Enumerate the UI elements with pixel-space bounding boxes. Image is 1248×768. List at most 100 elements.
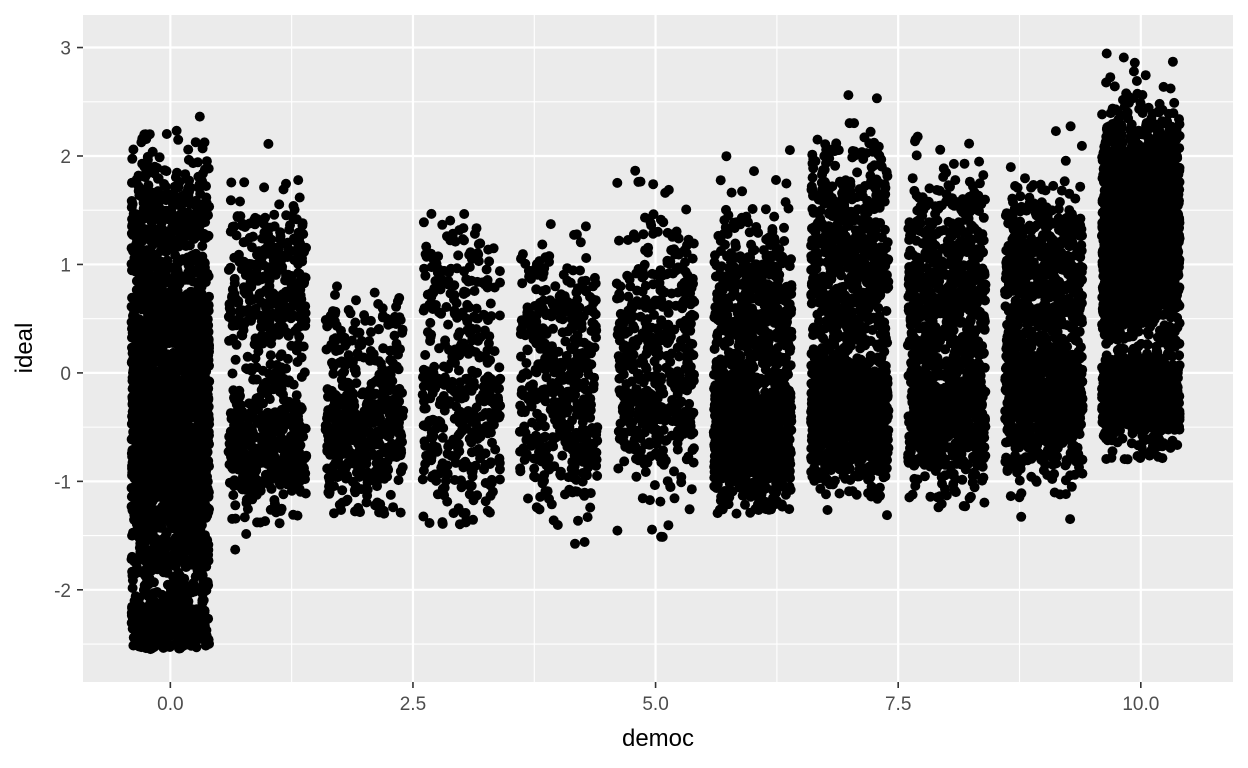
data-point (324, 487, 335, 497)
data-point (374, 369, 385, 380)
data-point (437, 219, 448, 230)
data-point (427, 304, 438, 314)
data-point (228, 333, 238, 344)
data-point (134, 210, 145, 221)
data-point (148, 602, 159, 613)
data-point (426, 383, 437, 393)
data-point (197, 241, 208, 251)
data-point (130, 420, 141, 431)
data-point (336, 356, 347, 367)
data-point (169, 311, 180, 322)
data-point (387, 405, 398, 416)
data-point (581, 470, 592, 481)
data-point (161, 604, 172, 615)
data-point (203, 271, 214, 282)
data-point (381, 313, 392, 324)
data-point (473, 239, 484, 250)
data-point (391, 319, 402, 329)
data-point (153, 197, 164, 208)
data-point (133, 486, 144, 497)
data-point (175, 224, 186, 235)
data-point (144, 616, 155, 627)
data-point (173, 200, 184, 211)
data-point (146, 556, 157, 567)
data-point (468, 377, 479, 388)
data-point (202, 333, 213, 344)
data-point (186, 342, 197, 353)
data-point (382, 471, 393, 482)
data-point (227, 447, 238, 458)
data-point (149, 323, 160, 334)
data-point (198, 304, 209, 315)
data-point (198, 580, 208, 591)
data-point (374, 449, 385, 460)
data-point (159, 165, 170, 176)
data-point (133, 469, 144, 480)
data-point (425, 336, 436, 346)
data-point (227, 433, 238, 444)
data-point (127, 199, 138, 209)
data-point (360, 412, 371, 423)
data-point (185, 481, 196, 492)
data-point (468, 413, 479, 424)
data-point (444, 396, 455, 407)
data-point (365, 385, 375, 396)
data-point (158, 567, 169, 578)
data-point (301, 450, 312, 461)
data-point (371, 469, 382, 480)
data-point (132, 359, 143, 370)
data-point (149, 161, 160, 172)
data-point (184, 636, 195, 646)
data-point (177, 354, 188, 365)
data-point (527, 417, 538, 428)
data-point (341, 397, 351, 408)
data-point (250, 333, 261, 344)
data-point (425, 317, 436, 328)
data-point (450, 358, 460, 368)
data-point (332, 281, 342, 292)
data-point (434, 343, 445, 354)
data-point (482, 505, 493, 516)
data-point (202, 476, 213, 487)
data-point (235, 196, 245, 207)
data-point (274, 518, 285, 529)
data-point (263, 267, 274, 278)
data-point (254, 288, 265, 299)
data-point (293, 175, 304, 186)
data-point (159, 489, 170, 500)
data-point (268, 255, 279, 266)
data-point (269, 459, 280, 470)
data-point (131, 314, 142, 325)
data-point (197, 454, 208, 465)
data-point (438, 377, 449, 388)
data-point (394, 293, 405, 303)
data-point (540, 284, 551, 295)
data-point (397, 327, 408, 338)
data-point (463, 276, 474, 287)
data-point (428, 440, 439, 451)
data-point (244, 295, 255, 306)
data-point (190, 137, 201, 148)
data-point (481, 409, 492, 420)
data-point (238, 325, 249, 336)
data-point (480, 459, 491, 470)
data-point (239, 177, 250, 188)
data-point (182, 558, 193, 569)
data-point (226, 306, 237, 317)
data-point (452, 312, 463, 323)
data-point (137, 158, 148, 169)
data-point (435, 395, 446, 406)
data-point (453, 503, 464, 514)
data-point (480, 478, 491, 488)
data-point (200, 634, 211, 645)
data-point (371, 458, 382, 469)
data-point (320, 424, 331, 435)
data-point (260, 212, 271, 223)
data-point (286, 485, 297, 496)
data-point (173, 467, 184, 477)
data-point (281, 210, 292, 221)
data-point (293, 237, 304, 248)
data-point (465, 481, 476, 492)
data-point (269, 209, 280, 220)
data-point (174, 458, 185, 469)
